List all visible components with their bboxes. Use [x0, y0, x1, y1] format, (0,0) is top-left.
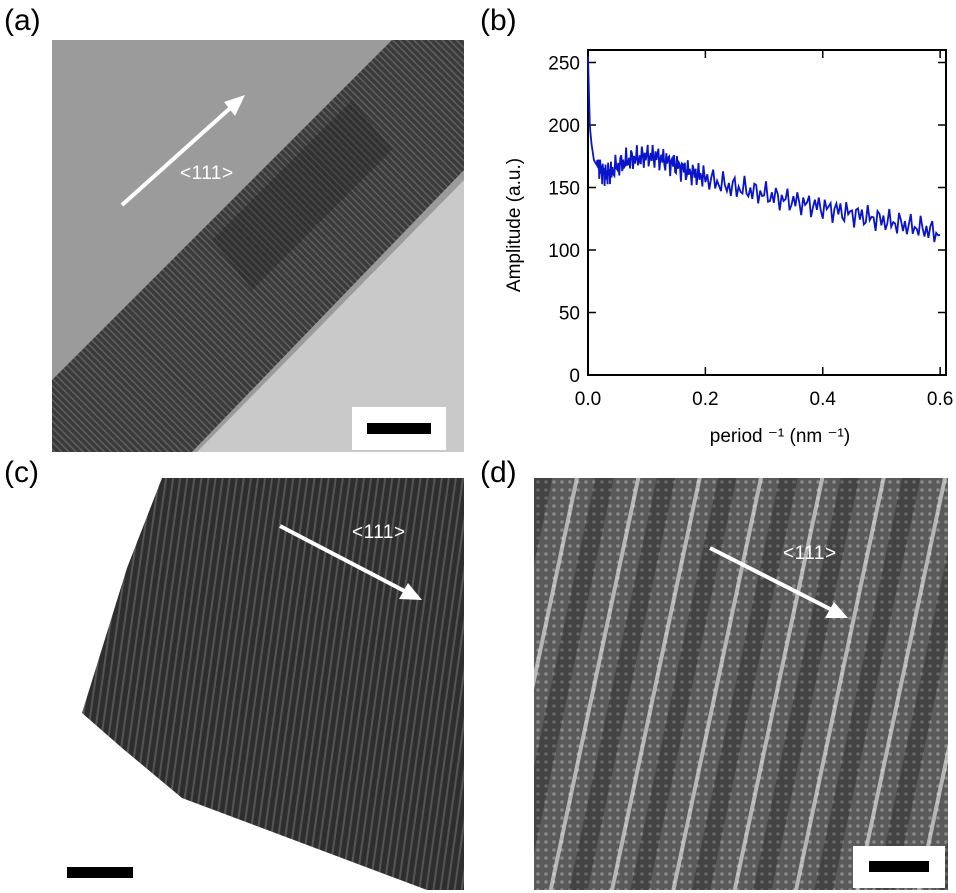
x-tick-label: 0.2: [692, 389, 718, 410]
panel-label-a: (a): [4, 4, 41, 37]
scale-bar-a: [367, 423, 431, 434]
tem-image-a: [52, 40, 464, 452]
x-tick-label: 0.6: [927, 389, 953, 410]
y-tick-label: 0: [569, 366, 580, 387]
plot-frame: [587, 49, 947, 376]
y-tick-label: 250: [548, 54, 580, 75]
y-tick-label: 50: [559, 304, 580, 325]
y-axis-label: Amplitude (a.u.): [504, 158, 525, 292]
panel-label-b: (b): [480, 4, 517, 37]
scale-bar-d: [869, 861, 929, 872]
x-tick-label: 0.4: [810, 389, 837, 410]
scale-bar-c: [67, 867, 133, 878]
x-axis-label: period ⁻¹ (nm ⁻¹): [710, 426, 850, 447]
series-line: [587, 56, 941, 243]
direction-label-a: <111>: [180, 163, 234, 184]
y-tick-label: 200: [548, 116, 580, 137]
panel-label-d: (d): [480, 456, 517, 489]
x-tick-label: 0.0: [575, 389, 601, 410]
panel-label-c: (c): [4, 456, 39, 489]
tem-image-c: [52, 478, 464, 890]
y-tick-label: 150: [548, 179, 580, 200]
amplitude-chart: 0 50 100 150 200 250 0.0 0.2 0.4 0.6 Amplitude (a…: [504, 49, 953, 447]
y-tick-label: 100: [548, 241, 580, 262]
hrtem-image-d: [534, 478, 948, 890]
direction-label-c: <111>: [352, 522, 406, 543]
direction-label-d: <111>: [783, 543, 837, 564]
